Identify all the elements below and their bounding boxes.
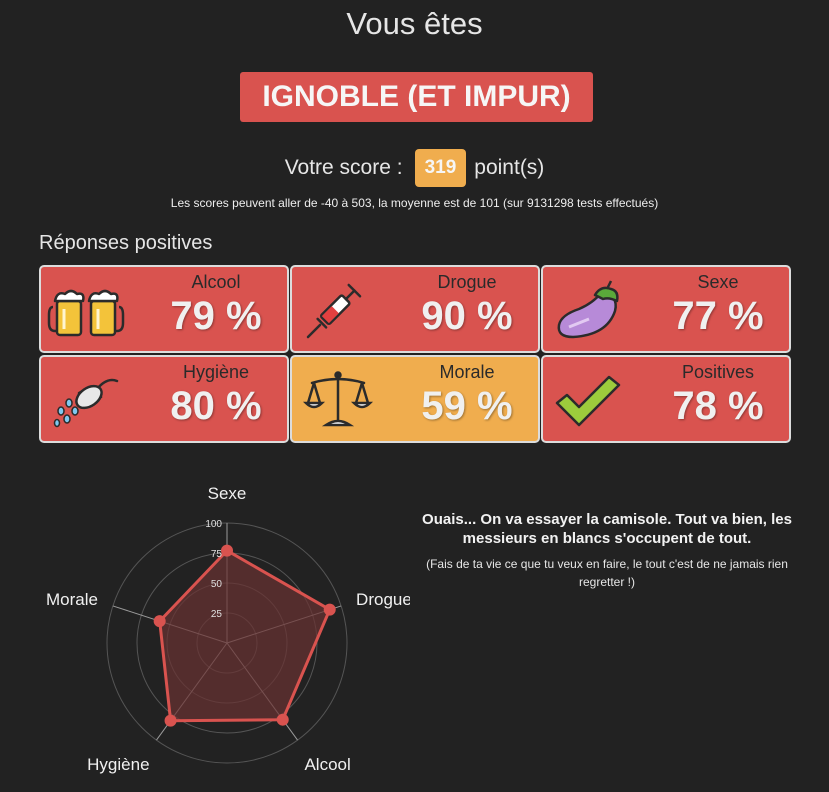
card-percent: 77 % — [672, 294, 764, 338]
score-line: Votre score : 319 point(s) — [0, 148, 829, 188]
card-percent: 59 % — [421, 384, 513, 428]
radar-category-label: Drogue — [356, 590, 410, 609]
result-message: Ouais... On va essayer la camisole. Tout… — [422, 511, 792, 547]
card-hygiene: Hygiène 80 % — [39, 355, 289, 443]
radar-category-label: Sexe — [208, 484, 247, 503]
card-label: Drogue — [437, 272, 497, 292]
score-unit: point(s) — [474, 156, 545, 179]
radar-data-point — [221, 544, 233, 557]
score-info: Les scores peuvent aller de -40 à 503, l… — [170, 196, 659, 210]
page-title: Vous êtes — [346, 6, 483, 41]
radar-tick-label: 50 — [211, 579, 223, 590]
shower-icon — [53, 378, 119, 428]
eggplant-icon — [557, 280, 619, 339]
radar-data-point — [276, 713, 289, 726]
radar-data-point — [323, 603, 336, 616]
score-label: Votre score : — [284, 156, 403, 179]
section-title-positives: Réponses positives — [39, 232, 213, 254]
syringe-icon — [306, 283, 362, 339]
card-positives: Positives 78 % — [541, 355, 791, 443]
radar-chart: 25 50 75 100 Sexe Drogue Alcool Hygiène Morale — [46, 484, 410, 774]
card-label: Hygiène — [182, 362, 250, 382]
radar-tick-label: 75 — [211, 549, 223, 560]
beer-mugs-icon — [47, 289, 125, 337]
card-morale: Morale 59 % — [290, 355, 540, 443]
radar-data-point — [153, 615, 166, 628]
card-sexe: Sexe 77 % — [541, 265, 791, 353]
result-submessage: (Fais de ta vie ce que tu veux en faire,… — [426, 557, 788, 589]
scales-icon — [302, 371, 374, 427]
radar-tick-label: 100 — [205, 519, 222, 530]
radar-category-label: Morale — [46, 590, 98, 609]
check-mark-icon — [555, 375, 621, 427]
radar-category-label: Alcool — [304, 755, 350, 774]
verdict-badge: IGNOBLE (ET IMPUR) — [240, 72, 593, 122]
card-percent: 80 % — [170, 384, 262, 428]
score-value-badge: 319 — [414, 149, 467, 187]
radar-category-label: Hygiène — [87, 755, 149, 774]
card-percent: 90 % — [421, 294, 513, 338]
card-alcool: Alcool 79 % — [39, 265, 289, 353]
card-drogue: Drogue 90 % — [290, 265, 540, 353]
card-percent: 78 % — [672, 384, 764, 428]
card-label: Sexe — [697, 272, 739, 292]
card-label: Alcool — [191, 272, 241, 292]
radar-data-point — [164, 714, 177, 727]
radar-tick-label: 25 — [211, 609, 223, 620]
radar-series-area — [158, 549, 332, 723]
card-label: Positives — [681, 362, 755, 382]
card-label: Morale — [439, 362, 495, 382]
card-percent: 79 % — [170, 294, 262, 338]
